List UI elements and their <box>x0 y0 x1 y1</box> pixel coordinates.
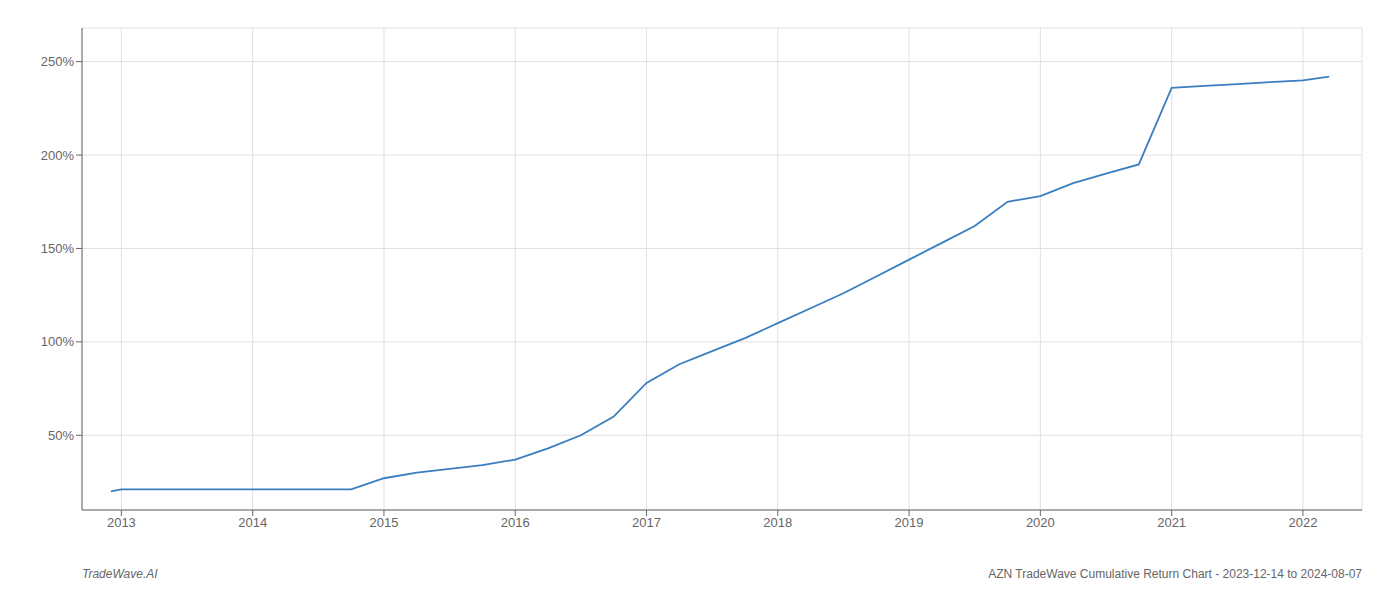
svg-text:2018: 2018 <box>763 515 792 530</box>
svg-text:2014: 2014 <box>238 515 267 530</box>
svg-text:2021: 2021 <box>1157 515 1186 530</box>
html-text:AZN TradeWave Cumulative Retur: AZN TradeWave Cumulative Return Chart - … <box>988 567 1362 581</box>
svg-text:2017: 2017 <box>632 515 661 530</box>
svg-text:2019: 2019 <box>895 515 924 530</box>
svg-text:100%: 100% <box>41 334 75 349</box>
svg-text:250%: 250% <box>41 54 75 69</box>
svg-text:2013: 2013 <box>107 515 136 530</box>
svg-text:150%: 150% <box>41 241 75 256</box>
html-text:TradeWave.AI: TradeWave.AI <box>82 567 158 581</box>
svg-text:2022: 2022 <box>1288 515 1317 530</box>
svg-text:2016: 2016 <box>501 515 530 530</box>
svg-text:2020: 2020 <box>1026 515 1055 530</box>
svg-text:200%: 200% <box>41 148 75 163</box>
svg-text:50%: 50% <box>48 428 74 443</box>
svg-text:2015: 2015 <box>369 515 398 530</box>
